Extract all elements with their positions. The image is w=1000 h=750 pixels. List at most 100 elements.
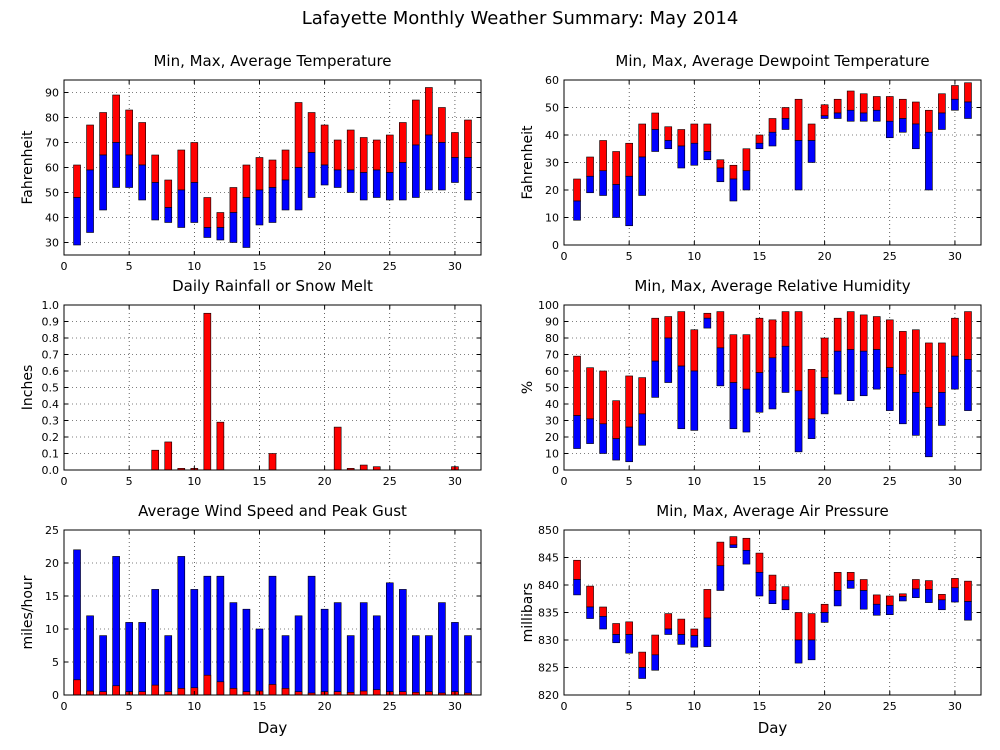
- max-avg-bar: [781, 586, 790, 601]
- max-avg-bar: [755, 134, 764, 144]
- y-tick-label: 820: [538, 689, 559, 702]
- max-avg-bar: [912, 329, 920, 393]
- humidity-title: Min, Max, Average Relative Humidity: [634, 277, 910, 295]
- max-avg-bar: [938, 342, 946, 393]
- x-tick-label: 10: [687, 250, 701, 263]
- x-tick-label: 10: [187, 700, 201, 713]
- avg-min-bar: [586, 418, 594, 444]
- max-avg-bar: [625, 621, 633, 635]
- avg-min-bar: [964, 101, 972, 119]
- max-avg-bar: [451, 132, 459, 158]
- max-avg-bar: [742, 148, 751, 172]
- max-avg-bar: [586, 156, 594, 177]
- y-tick-label: 10: [45, 623, 59, 636]
- temperature-bars: [73, 87, 472, 248]
- avg-min-bar: [399, 162, 407, 201]
- avg-min-bar: [899, 373, 907, 425]
- max-avg-bar: [768, 118, 777, 133]
- max-avg-bar: [203, 197, 212, 228]
- avg-min-bar: [768, 357, 777, 410]
- max-avg-bar: [573, 355, 581, 416]
- gust-bar: [177, 556, 186, 696]
- x-tick-label: 20: [318, 700, 332, 713]
- max-avg-bar: [755, 552, 764, 573]
- max-avg-bar: [807, 123, 816, 141]
- avg-min-bar: [359, 172, 368, 201]
- pressure-ylabel: millibars: [520, 583, 536, 643]
- max-avg-bar: [885, 96, 894, 122]
- wind-ylabel: miles/hour: [20, 575, 36, 649]
- rain-bar: [203, 312, 212, 471]
- max-avg-bar: [612, 400, 620, 439]
- avg-min-bar: [677, 634, 686, 645]
- avg-min-bar: [320, 164, 329, 186]
- max-avg-bar: [690, 123, 699, 144]
- y-tick-label: 10: [545, 212, 559, 225]
- x-tick-label: 25: [383, 260, 397, 273]
- avg-min-bar: [112, 142, 120, 188]
- gust-bar: [73, 549, 81, 696]
- y-tick-label: 835: [538, 607, 559, 620]
- avg-min-bar: [938, 392, 946, 426]
- max-avg-bar: [664, 316, 673, 339]
- avg-min-bar: [885, 367, 894, 411]
- y-tick-label: 100: [538, 299, 559, 312]
- rain-bar: [359, 464, 368, 471]
- gust-bar: [307, 575, 316, 696]
- max-avg-bar: [703, 123, 712, 152]
- max-avg-bar: [464, 119, 472, 158]
- gust-bar: [412, 635, 420, 696]
- wind-chart: 0 5 10 15 20 25 0 5 10 15 20 25 30 Average Wind Speed…: [20, 502, 482, 737]
- y-tick-label: 40: [545, 398, 559, 411]
- avg-min-bar: [807, 418, 816, 439]
- gust-bar: [281, 635, 290, 696]
- y-tick-label: 50: [545, 102, 559, 115]
- avg-min-bar: [464, 157, 472, 201]
- avg-min-bar: [372, 169, 381, 198]
- x-tick-label: 25: [383, 475, 397, 488]
- avg-min-bar: [807, 140, 816, 163]
- wind-frame: [63, 529, 482, 696]
- max-avg-bar: [846, 572, 855, 581]
- avg-wind-bar: [229, 688, 238, 696]
- max-avg-bar: [372, 139, 381, 171]
- max-avg-bar: [807, 369, 816, 420]
- humidity-ylabel: %: [520, 381, 536, 394]
- max-avg-bar: [820, 104, 829, 117]
- avg-min-bar: [716, 347, 725, 387]
- max-avg-bar: [794, 311, 803, 392]
- x-tick-label: 20: [818, 475, 832, 488]
- x-tick-label: 5: [126, 700, 133, 713]
- max-avg-bar: [612, 623, 620, 635]
- avg-min-bar: [729, 544, 738, 548]
- avg-min-bar: [716, 565, 725, 591]
- max-avg-bar: [742, 334, 751, 390]
- max-avg-bar: [964, 311, 972, 360]
- pressure-bars: [573, 536, 972, 679]
- avg-min-bar: [703, 151, 712, 161]
- rain-bar: [268, 453, 277, 471]
- avg-min-bar: [742, 388, 751, 433]
- gust-bar: [138, 622, 146, 696]
- max-avg-bar: [703, 589, 712, 619]
- gust-bar: [99, 635, 107, 696]
- y-tick-label: 0.9: [42, 316, 60, 329]
- max-avg-bar: [586, 367, 594, 420]
- avg-min-bar: [755, 142, 764, 150]
- max-avg-bar: [190, 142, 199, 183]
- y-tick-label: 15: [45, 590, 59, 603]
- y-tick-label: 845: [538, 552, 559, 565]
- avg-wind-bar: [268, 684, 277, 696]
- y-tick-label: 0.1: [42, 448, 60, 461]
- max-avg-bar: [899, 98, 907, 119]
- max-avg-bar: [964, 580, 972, 602]
- x-tick-label: 20: [318, 475, 332, 488]
- max-avg-bar: [794, 612, 803, 641]
- max-avg-bar: [573, 559, 581, 580]
- max-avg-bar: [638, 377, 646, 415]
- avg-min-bar: [612, 634, 620, 644]
- rainfall-ylabel: Inches: [20, 365, 36, 410]
- max-avg-bar: [438, 107, 446, 143]
- avg-min-bar: [846, 349, 855, 401]
